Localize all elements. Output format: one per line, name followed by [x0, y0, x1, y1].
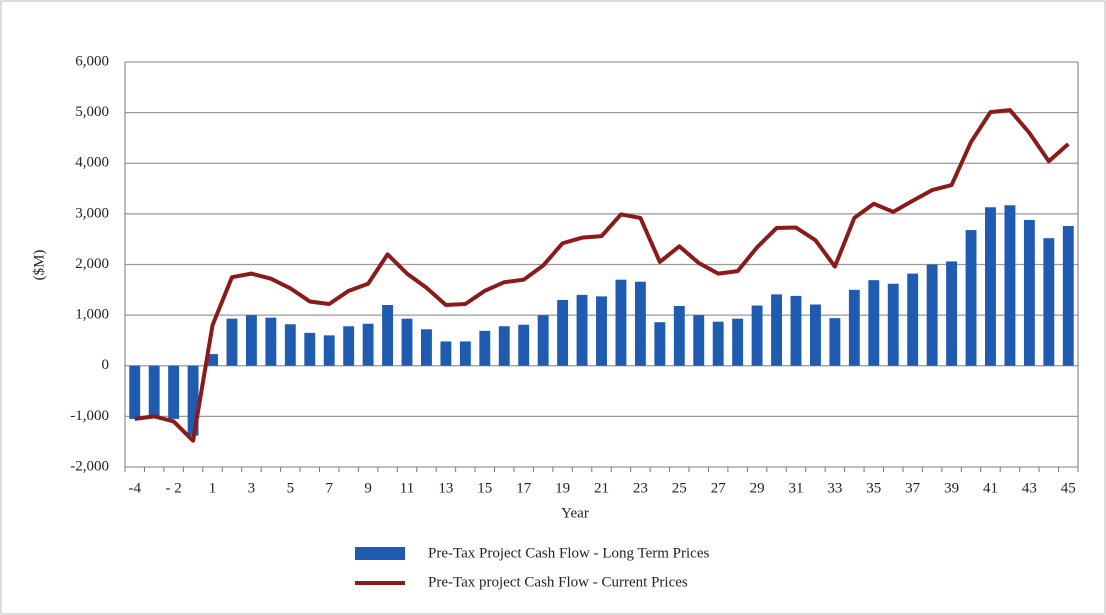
- x-tick-label: 5: [287, 480, 295, 496]
- bar: [1004, 205, 1016, 366]
- bar: [790, 295, 802, 366]
- y-tick-label: -2,000: [70, 458, 109, 474]
- y-tick-label: 5,000: [75, 104, 109, 120]
- bar: [829, 318, 841, 366]
- x-tick-label: 37: [905, 480, 921, 496]
- x-tick-label: 13: [438, 480, 453, 496]
- x-tick-label: 7: [325, 480, 333, 496]
- bar: [809, 304, 821, 366]
- bar: [868, 280, 880, 366]
- bar: [576, 294, 588, 366]
- x-axis-title: Year: [561, 505, 589, 521]
- line: [134, 108, 1070, 443]
- bar: [284, 324, 296, 366]
- bar: [343, 326, 355, 366]
- bar: [226, 318, 238, 366]
- x-tick-label: 19: [555, 480, 570, 496]
- bar: [693, 315, 705, 366]
- x-tick-label: 11: [400, 480, 414, 496]
- y-tick-label: 3,000: [75, 205, 109, 221]
- bar: [323, 335, 335, 366]
- bar: [148, 365, 160, 417]
- y-tick-label: -1,000: [70, 408, 109, 424]
- bar: [887, 283, 899, 366]
- bar: [421, 329, 432, 366]
- legend-label: Pre-Tax project Cash Flow - Current Pric…: [428, 574, 688, 590]
- bar: [129, 365, 141, 419]
- bar: [1043, 238, 1055, 366]
- bar: [362, 323, 374, 366]
- bar: [848, 289, 860, 366]
- x-tick-label: 21: [594, 480, 609, 496]
- bar: [615, 279, 627, 366]
- bar: [771, 294, 782, 366]
- x-tick-label: 39: [944, 480, 959, 496]
- bar: [518, 324, 530, 366]
- bar: [187, 365, 199, 436]
- bar: [440, 341, 452, 366]
- bar: [673, 306, 685, 366]
- x-tick-label: -4: [128, 480, 141, 496]
- x-tick-label: 45: [1061, 480, 1076, 496]
- bar: [634, 281, 646, 366]
- x-tick-label: 31: [788, 480, 803, 496]
- bar: [1062, 226, 1074, 366]
- x-tick-label: 41: [983, 480, 998, 496]
- x-tick-label: 15: [477, 480, 492, 496]
- y-tick-label: 0: [102, 357, 110, 373]
- bar: [265, 317, 277, 366]
- bar: [751, 305, 763, 366]
- bar: [207, 354, 218, 366]
- x-tick-label: 3: [248, 480, 256, 496]
- y-tick-label: 4,000: [75, 155, 109, 171]
- bar: [712, 321, 724, 366]
- bar: [401, 318, 413, 366]
- x-tick-label: 27: [711, 480, 727, 496]
- bar: [537, 315, 549, 366]
- x-tick-label: 17: [516, 480, 532, 496]
- x-tick-label: 43: [1022, 480, 1037, 496]
- bar: [985, 207, 996, 366]
- x-tick-label: 29: [750, 480, 765, 496]
- x-tick-label: - 2: [165, 480, 181, 496]
- bar: [304, 332, 316, 366]
- y-tick-label: 2,000: [75, 256, 109, 272]
- bar: [965, 230, 977, 366]
- bar: [168, 365, 180, 419]
- bar: [926, 264, 938, 366]
- bar: [245, 315, 257, 366]
- x-tick-label: 33: [827, 480, 842, 496]
- bar: [382, 305, 394, 366]
- bar: [732, 318, 744, 366]
- x-tick-label: 35: [866, 480, 881, 496]
- bar: [907, 273, 919, 366]
- y-tick-label: 1,000: [75, 307, 109, 323]
- legend-label: Pre-Tax Project Cash Flow - Long Term Pr…: [428, 545, 709, 561]
- bar: [1023, 219, 1035, 366]
- bar: [557, 299, 569, 366]
- bar: [479, 330, 491, 366]
- bar: [654, 322, 666, 366]
- bar: [498, 326, 510, 366]
- y-axis-title: ($M): [31, 250, 47, 281]
- legend-swatch: [355, 547, 405, 560]
- y-tick-label: 6,000: [75, 53, 109, 69]
- bar: [946, 261, 958, 366]
- x-tick-label: 23: [633, 480, 648, 496]
- x-tick-label: 1: [209, 480, 217, 496]
- bar: [459, 341, 471, 366]
- x-tick-label: 9: [364, 480, 372, 496]
- x-tick-label: 25: [672, 480, 687, 496]
- bar: [596, 296, 607, 366]
